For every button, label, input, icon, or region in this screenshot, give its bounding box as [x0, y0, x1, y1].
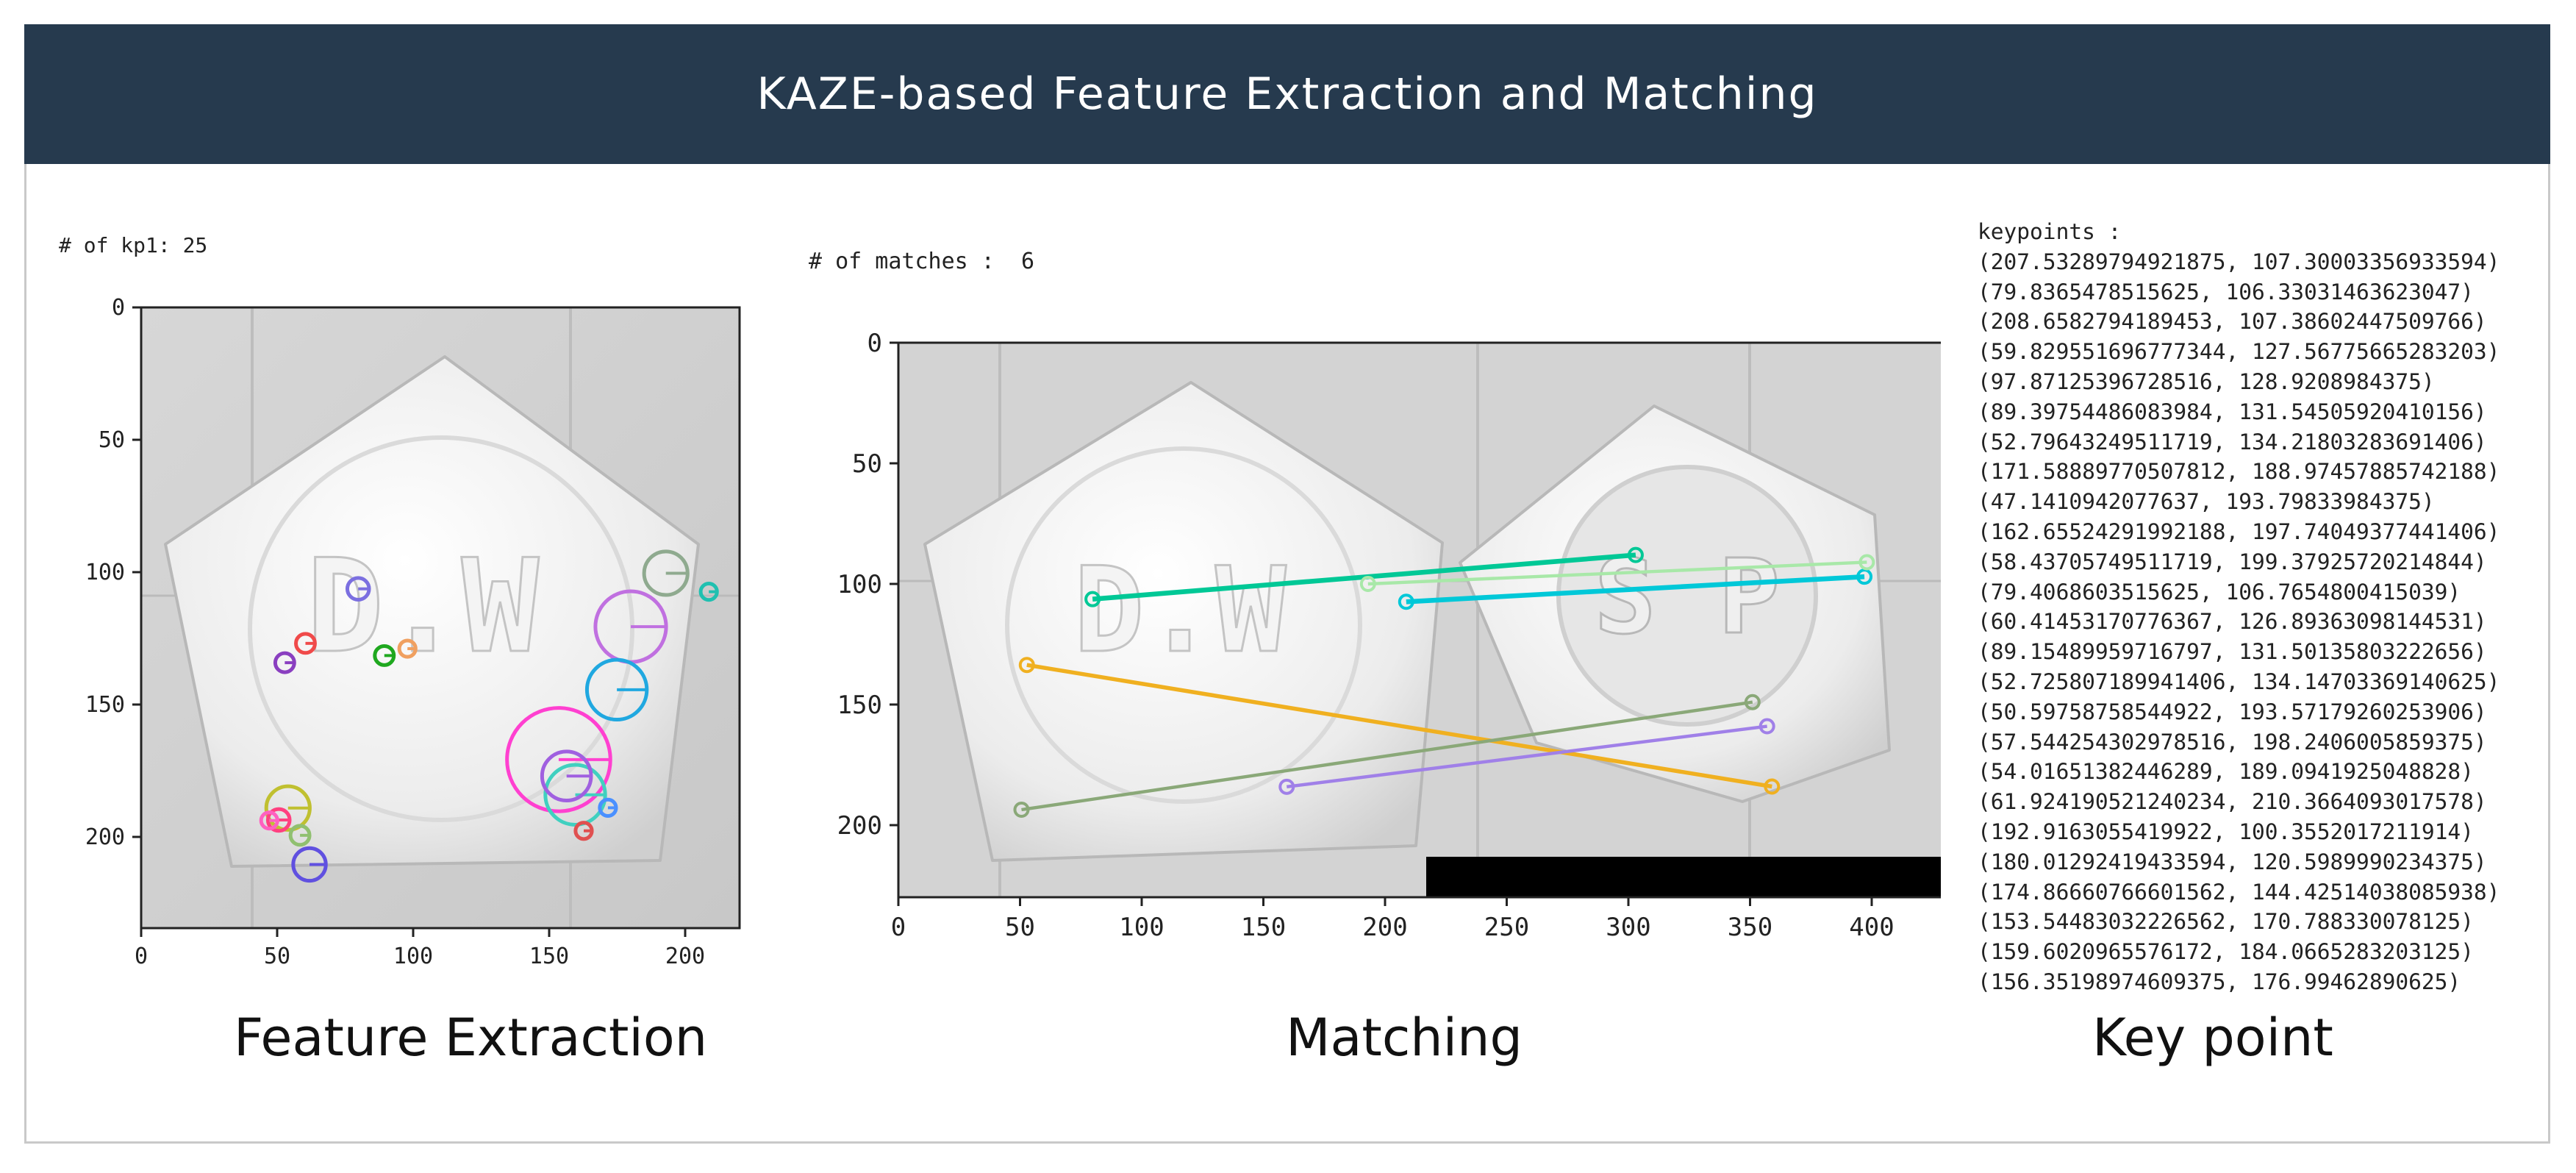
matching-axes: 0 50 100 150 200 250 300 350 400 0 50 100 150 200 — [837, 329, 1941, 942]
y-tick-label: 0 — [112, 295, 125, 321]
match-endpoint — [1858, 554, 1875, 571]
keypoints-list: keypoints : (207.53289794921875, 107.300… — [1978, 217, 2551, 997]
x-tick-label: 0 — [891, 913, 906, 942]
feature-extraction-caption: Feature Extraction — [233, 1008, 708, 1068]
keypoint-item: (54.01651382446289, 189.0941925048828) — [1978, 759, 2474, 785]
y-tick-label: 50 — [99, 427, 125, 453]
matching-image: D.W S P — [898, 343, 1941, 897]
x-tick-label: 250 — [1484, 913, 1529, 942]
match-endpoint — [1759, 718, 1775, 735]
pill-imprint: D.W — [307, 532, 540, 682]
keypoint-item: (89.39754486083984, 131.54505920410156) — [1978, 399, 2487, 424]
keypoint-marker — [543, 763, 607, 827]
keypoint-item: (60.41453170776367, 126.89363098144531) — [1978, 609, 2487, 635]
keypoint-item: (208.6582794189453, 107.38602447509766) — [1978, 309, 2487, 335]
header-bar: KAZE-based Feature Extraction and Matchi… — [24, 24, 2550, 164]
match-line — [1021, 700, 1753, 812]
keypoint-item: (159.6020965576172, 184.0665283203125) — [1978, 939, 2474, 965]
keypoint-item: (59.829551696777344, 127.56775665283203) — [1978, 339, 2500, 365]
keypoint-marker — [345, 576, 371, 602]
keypoint-item: (174.86660766601562, 144.42514038085938) — [1978, 879, 2500, 905]
keypoint-item: (52.725807189941406, 134.14703369140625) — [1978, 668, 2500, 694]
y-tick-label: 50 — [852, 449, 882, 479]
match-endpoint — [1627, 546, 1644, 563]
keypoints-title: keypoints : — [1978, 219, 2122, 244]
match-endpoint — [1398, 593, 1414, 610]
match-endpoint — [1856, 568, 1873, 585]
keypoint-item: (162.65524291992188, 197.74049377441406) — [1978, 518, 2500, 544]
x-tick-label: 200 — [665, 944, 705, 969]
x-tick-label: 150 — [529, 944, 569, 969]
extraction-image: D.W — [141, 307, 740, 928]
keypoint-item: (52.79643249511719, 134.21803283691406) — [1978, 429, 2487, 454]
keypoint-item: (89.15489959716797, 131.50135803222656) — [1978, 639, 2487, 665]
matching-plot: # of matches : 6 D.W S P 0 50 100 150 200 250… — [809, 249, 1941, 942]
keypoint-item: (180.01292419433594, 120.5989990234375) — [1978, 849, 2487, 874]
extraction-axes: 0 50 100 150 200 0 50 100 150 200 — [85, 295, 741, 969]
match-endpoint — [1744, 694, 1761, 710]
x-tick-label: 100 — [1119, 913, 1164, 942]
matches-count-label: # of matches : 6 — [809, 249, 1034, 274]
x-tick-label: 200 — [1362, 913, 1407, 942]
match-endpoint — [1018, 657, 1035, 674]
keypoint-item: (207.53289794921875, 107.30003356933594) — [1978, 249, 2500, 274]
keypoint-caption: Key point — [2092, 1008, 2333, 1068]
page-title: KAZE-based Feature Extraction and Matchi… — [756, 68, 1818, 120]
y-tick-label: 200 — [837, 811, 882, 841]
match-endpoint — [1084, 591, 1101, 607]
feature-extraction-plot: # of kp1: 25 D.W 0 50 100 150 200 0 50 100 150 2… — [59, 233, 741, 969]
x-tick-label: 50 — [1005, 913, 1035, 942]
match-endpoint — [1359, 576, 1376, 592]
keypoint-item: (156.35198974609375, 176.99462890625) — [1978, 969, 2461, 994]
keypoint-item: (97.87125396728516, 128.9208984375) — [1978, 368, 2435, 394]
match-line — [1287, 724, 1767, 789]
x-tick-label: 300 — [1606, 913, 1650, 942]
x-tick-label: 50 — [264, 944, 290, 969]
y-tick-label: 100 — [85, 560, 125, 585]
match-endpoint — [1013, 802, 1030, 819]
keypoint-item: (153.54483032226562, 170.788330078125) — [1978, 909, 2474, 935]
keypoint-item: (192.9163055419922, 100.3552017211914) — [1978, 819, 2474, 844]
keypoint-item: (57.544254302978516, 198.2406005859375) — [1978, 729, 2487, 755]
x-tick-label: 0 — [135, 944, 148, 969]
x-tick-label: 350 — [1728, 913, 1772, 942]
keypoint-item: (79.4068603515625, 106.7654800415039) — [1978, 579, 2461, 605]
match-endpoint — [1278, 778, 1295, 795]
y-tick-label: 0 — [867, 329, 882, 358]
keypoint-item: (171.58889770507812, 188.97457885742188) — [1978, 459, 2500, 485]
keypoint-marker — [265, 807, 292, 833]
match-line — [1367, 560, 1867, 586]
keypoint-item: (50.59758758544922, 193.57179260253906) — [1978, 699, 2487, 724]
keypoint-marker — [698, 582, 719, 602]
y-tick-label: 150 — [85, 692, 125, 718]
keypoint-item: (61.924190521240234, 210.3664093017578) — [1978, 789, 2487, 815]
y-tick-label: 100 — [837, 570, 882, 599]
left-pill-imprint: D.W — [1074, 541, 1287, 679]
match-line — [1406, 574, 1865, 605]
kp1-count-label: # of kp1: 25 — [59, 233, 207, 257]
keypoint-item: (58.43705749511719, 199.37925720214844) — [1978, 549, 2487, 574]
y-tick-label: 200 — [85, 824, 125, 850]
keypoint-item: (47.1410942077637, 193.79833984375) — [1978, 489, 2435, 515]
x-tick-label: 100 — [393, 944, 433, 969]
keypoint-marker — [397, 638, 418, 659]
match-endpoint — [1764, 778, 1781, 795]
match-line — [1026, 663, 1772, 789]
x-tick-label: 150 — [1241, 913, 1286, 942]
y-tick-label: 150 — [837, 691, 882, 720]
keypoint-item: (79.8365478515625, 106.33031463623047) — [1978, 279, 2474, 304]
matching-caption: Matching — [1286, 1008, 1523, 1068]
x-tick-label: 400 — [1849, 913, 1894, 942]
padding-region — [1426, 857, 1941, 897]
